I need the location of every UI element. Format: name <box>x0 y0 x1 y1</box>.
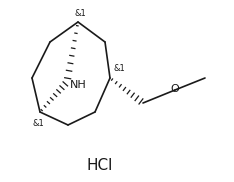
Text: &1: &1 <box>32 119 44 128</box>
Text: &1: &1 <box>113 64 125 73</box>
Text: O: O <box>171 84 179 94</box>
Text: HCl: HCl <box>87 157 113 173</box>
Text: NH: NH <box>70 80 87 90</box>
Text: &1: &1 <box>74 9 86 18</box>
